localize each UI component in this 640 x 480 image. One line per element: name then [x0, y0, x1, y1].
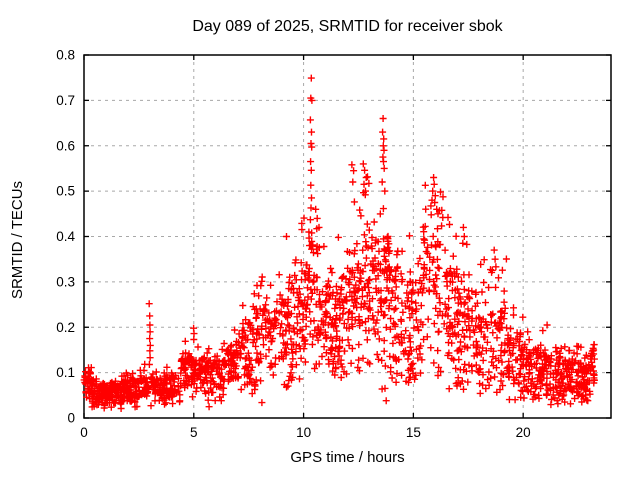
- scatter-points: [80, 74, 598, 412]
- y-tick-label: 0.2: [56, 320, 75, 335]
- x-tick-label: 5: [190, 425, 198, 440]
- y-tick-label: 0: [67, 411, 75, 426]
- chart-title: Day 089 of 2025, SRMTID for receiver sbo…: [192, 18, 503, 35]
- x-tick-label: 0: [80, 425, 88, 440]
- y-tick-label: 0.3: [56, 274, 75, 289]
- x-axis-label: GPS time / hours: [290, 449, 405, 466]
- y-tick-label: 0.4: [56, 229, 75, 244]
- y-tick-label: 0.5: [56, 184, 75, 199]
- x-tick-label: 15: [406, 425, 421, 440]
- y-tick-label: 0.6: [56, 138, 75, 153]
- y-tick-label: 0.8: [56, 48, 75, 63]
- y-tick-label: 0.1: [56, 365, 75, 380]
- x-tick-label: 20: [516, 425, 531, 440]
- x-tick-label: 10: [296, 425, 311, 440]
- y-tick-label: 0.7: [56, 93, 75, 108]
